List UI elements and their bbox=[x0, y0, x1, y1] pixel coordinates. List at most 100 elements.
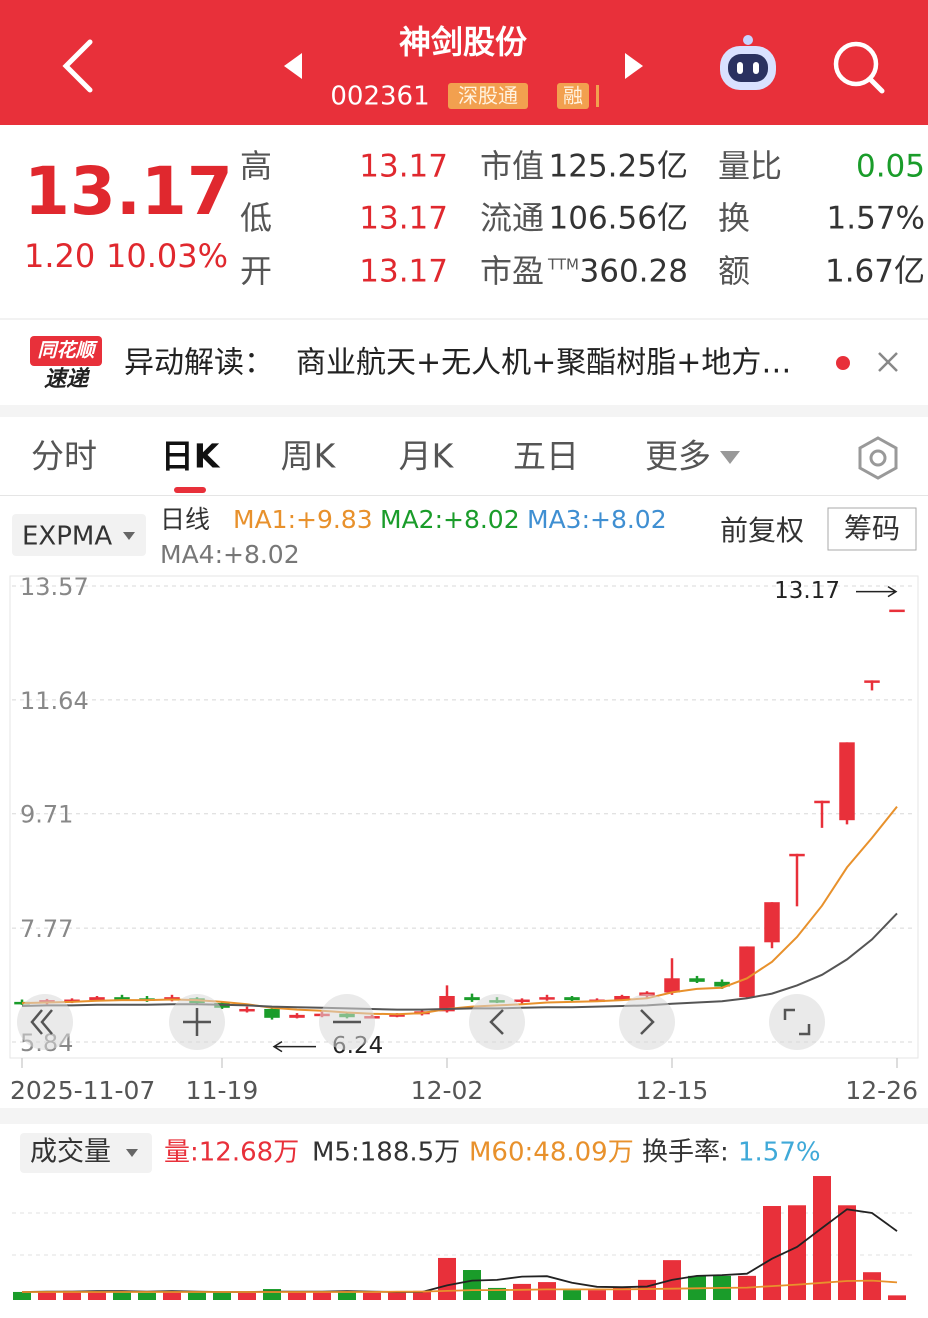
tab[interactable]: 日K bbox=[161, 437, 221, 476]
close-news[interactable] bbox=[878, 352, 898, 372]
news-text[interactable]: 商业航天+无人机+聚酯树脂+地方… bbox=[296, 346, 791, 381]
stat-value: 13.17 bbox=[359, 201, 448, 237]
adjust-label[interactable]: 前复权 bbox=[720, 514, 804, 547]
price-change: 1.20 bbox=[24, 237, 95, 275]
tab[interactable]: 更多 bbox=[645, 437, 711, 476]
back-button[interactable] bbox=[62, 39, 93, 93]
price-change-pct: 10.03% bbox=[106, 237, 228, 275]
prev-stock[interactable] bbox=[284, 53, 302, 79]
volume-bar bbox=[788, 1205, 806, 1300]
stat-value: 360.28 bbox=[580, 254, 688, 290]
candle-body bbox=[114, 997, 130, 1000]
scroll-right[interactable] bbox=[619, 994, 675, 1050]
volume-bar bbox=[438, 1257, 456, 1300]
stat-value: 125.25亿 bbox=[549, 149, 688, 185]
chip-button[interactable]: 筹码 bbox=[844, 512, 900, 545]
stat-label: 换 bbox=[718, 199, 750, 237]
volume-bar bbox=[263, 1289, 281, 1300]
y-tick-label: 11.64 bbox=[20, 687, 89, 715]
tab[interactable]: 周K bbox=[281, 437, 337, 476]
x-tick-label: 11-19 bbox=[186, 1076, 259, 1105]
stock-code: 002361 bbox=[330, 82, 429, 112]
scroll-left[interactable] bbox=[469, 994, 525, 1050]
fullscreen[interactable] bbox=[769, 994, 825, 1050]
tag: 融 bbox=[563, 84, 583, 108]
candle-body bbox=[14, 1001, 30, 1005]
stock-name: 神剑股份 bbox=[399, 23, 527, 61]
stat-label: 量比 bbox=[718, 147, 782, 185]
volume-chart bbox=[12, 1176, 916, 1300]
candle-body bbox=[64, 999, 80, 1003]
stat-value: 1.57% bbox=[827, 201, 925, 237]
select-arrow bbox=[126, 1149, 138, 1157]
candle-body bbox=[839, 742, 855, 821]
news-label[interactable]: 异动解读： bbox=[124, 346, 274, 381]
candle-body bbox=[89, 997, 105, 1001]
legend-item: M5:188.5万 bbox=[312, 1138, 460, 1168]
volume-select-bg[interactable] bbox=[20, 1133, 152, 1173]
settings-button[interactable] bbox=[858, 436, 898, 480]
volume-bar bbox=[363, 1292, 381, 1300]
volume-bar bbox=[138, 1292, 156, 1300]
tab[interactable]: 五日 bbox=[513, 437, 579, 476]
volume-bar bbox=[188, 1291, 206, 1300]
candle-body bbox=[514, 999, 530, 1003]
volume-bar bbox=[563, 1290, 581, 1300]
y-tick-label: 9.71 bbox=[20, 801, 73, 829]
last-price: 13.17 bbox=[24, 153, 233, 230]
legend-item: 换手率: bbox=[642, 1138, 729, 1168]
indicator-name[interactable]: EXPMA bbox=[22, 522, 112, 552]
candle-body bbox=[889, 609, 905, 613]
candle-body bbox=[239, 1008, 255, 1012]
candle-body bbox=[614, 995, 630, 1000]
select-arrow bbox=[123, 532, 135, 540]
volume-bar bbox=[513, 1283, 531, 1300]
x-tick-label: 12-26 bbox=[845, 1076, 918, 1105]
candle-body bbox=[464, 997, 480, 1001]
zoom-in[interactable] bbox=[169, 994, 225, 1050]
volume-bar bbox=[238, 1292, 256, 1300]
ema-line bbox=[21, 912, 898, 1011]
candle-body bbox=[714, 981, 730, 987]
ma-label: MA4:+8.02 bbox=[160, 540, 300, 569]
volume-title[interactable]: 成交量 bbox=[30, 1137, 111, 1168]
volume-ma-line bbox=[22, 1279, 898, 1293]
candle-body bbox=[864, 680, 880, 683]
volume-bar bbox=[313, 1292, 331, 1300]
max-label: 13.17 bbox=[774, 578, 840, 604]
stat-value: 13.17 bbox=[359, 149, 448, 185]
period-tabs: 分时 日K 周K 月K 五日 更多 bbox=[31, 437, 711, 493]
tag: 深股通 bbox=[458, 84, 518, 108]
legend-item: 量:12.68万 bbox=[164, 1138, 299, 1168]
stat-label-sup: TTM bbox=[547, 256, 579, 274]
robot-button[interactable] bbox=[720, 35, 776, 90]
stat-value: 106.56亿 bbox=[549, 201, 688, 237]
chart-controls bbox=[17, 994, 825, 1050]
indicator-select-bg[interactable] bbox=[12, 514, 146, 556]
x-tick-label: 12-02 bbox=[411, 1076, 484, 1105]
news-badge: 速递 bbox=[44, 366, 91, 392]
candle-body bbox=[789, 853, 805, 857]
volume-bar bbox=[113, 1291, 131, 1300]
chip-button-bg[interactable] bbox=[827, 507, 917, 551]
volume-bar bbox=[463, 1270, 481, 1300]
stat-label: 开 bbox=[240, 252, 272, 290]
y-tick-label: 13.57 bbox=[20, 573, 89, 601]
volume-bar bbox=[63, 1290, 81, 1300]
ma-label: MA2:+8.02 bbox=[380, 505, 520, 534]
divider bbox=[0, 405, 928, 417]
tab[interactable]: 月K bbox=[399, 437, 455, 476]
volume-bar bbox=[588, 1290, 606, 1300]
search-button[interactable] bbox=[833, 41, 885, 94]
next-stock[interactable] bbox=[625, 53, 643, 79]
volume-bar bbox=[538, 1282, 556, 1300]
tab[interactable]: 分时 bbox=[31, 437, 97, 476]
zoom-out[interactable] bbox=[319, 994, 375, 1050]
divider bbox=[0, 1108, 928, 1124]
zoom-out-far[interactable] bbox=[17, 994, 73, 1050]
volume-bar bbox=[88, 1290, 106, 1300]
candle-body bbox=[289, 1014, 305, 1018]
x-tick-label: 2025-11-07 bbox=[10, 1076, 155, 1105]
